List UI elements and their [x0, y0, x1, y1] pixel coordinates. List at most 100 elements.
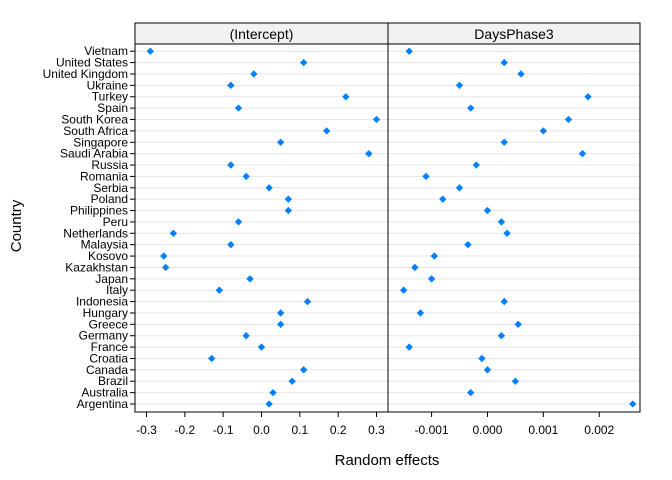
data-point	[500, 58, 508, 67]
country-label: France	[91, 340, 129, 354]
data-point	[265, 184, 273, 192]
country-label: Ukraine	[87, 78, 129, 92]
country-label: Peru	[103, 215, 128, 229]
data-point	[514, 320, 522, 329]
country-label: South Korea	[61, 113, 128, 127]
data-point	[161, 263, 170, 272]
data-point	[439, 195, 447, 203]
data-point	[276, 309, 285, 317]
data-point	[467, 104, 475, 112]
data-point	[169, 229, 178, 237]
x-tick-label: 0.000	[472, 423, 502, 437]
data-point	[276, 320, 285, 329]
country-label: Hungary	[83, 306, 128, 320]
data-point	[511, 377, 520, 385]
country-label: Italy	[106, 283, 128, 297]
data-point	[455, 184, 464, 192]
data-point	[472, 161, 480, 169]
country-label: Poland	[91, 192, 128, 206]
data-point	[455, 81, 464, 90]
country-label: Argentina	[77, 397, 129, 411]
data-point	[227, 241, 235, 249]
data-point	[299, 366, 308, 374]
data-point	[242, 332, 250, 340]
data-point	[299, 58, 308, 67]
country-label: Singapore	[73, 135, 128, 149]
x-tick-label: 0.002	[584, 423, 614, 437]
x-tick-label: 0.1	[291, 423, 308, 437]
x-tick-label: 0.0	[253, 423, 270, 437]
country-label: Turkey	[92, 90, 128, 104]
data-point	[342, 93, 350, 101]
panel-border	[387, 43, 641, 413]
country-label: Greece	[89, 317, 129, 331]
data-point	[422, 172, 430, 181]
data-point	[234, 218, 243, 226]
country-label: Brazil	[98, 374, 128, 388]
country-label: Romania	[80, 169, 128, 183]
data-point	[322, 127, 331, 135]
data-point	[430, 252, 439, 260]
data-point	[497, 332, 506, 340]
panel-1: (Intercept) -0.3 -0.2 -0.1 0.0 0.1 0.2 0.3	[134, 22, 389, 437]
country-label: Croatia	[89, 351, 128, 365]
country-label: Japan	[95, 272, 128, 286]
data-point	[478, 354, 486, 363]
data-point	[564, 115, 573, 124]
panel-border	[134, 43, 389, 413]
data-point	[160, 252, 168, 260]
strip-label: (Intercept)	[230, 26, 294, 42]
x-tick-label: 0.2	[330, 423, 347, 437]
country-label: Philippines	[70, 204, 128, 218]
data-point	[207, 354, 216, 363]
data-point	[483, 206, 492, 215]
country-label: Vietnam	[84, 44, 128, 58]
country-label: United Kingdom	[43, 67, 128, 81]
country-label: Kosovo	[88, 249, 128, 263]
data-point	[250, 70, 258, 78]
data-point	[500, 138, 508, 146]
data-point	[497, 218, 506, 226]
country-label: Russia	[91, 158, 128, 172]
data-point	[416, 309, 425, 317]
x-tick-label: 0.3	[368, 423, 385, 437]
strip-label: DaysPhase3	[474, 26, 554, 42]
country-tick-labels: ArgentinaAustraliaBrazilCanadaCroatiaFra…	[43, 44, 135, 411]
data-point	[215, 286, 224, 294]
panel-2: DaysPhase3 -0.001 0.000 0.001 0.002	[387, 22, 641, 437]
data-point	[464, 241, 472, 249]
data-point	[629, 400, 637, 408]
data-point	[265, 400, 273, 408]
y-axis-title: Country	[8, 199, 25, 252]
country-label: Australia	[81, 386, 128, 400]
country-label: United States	[56, 56, 128, 70]
data-point	[503, 229, 511, 237]
x-tick-label: -0.001	[415, 423, 449, 437]
data-point	[500, 297, 508, 306]
data-point	[288, 377, 296, 385]
data-point	[234, 104, 243, 112]
x-tick-label: -0.2	[174, 423, 195, 437]
country-label: Netherlands	[63, 226, 128, 240]
data-point	[227, 81, 235, 90]
data-point	[399, 286, 408, 294]
x-tick-label: 0.001	[528, 423, 558, 437]
data-point	[303, 297, 312, 306]
country-label: Kazakhstan	[65, 260, 128, 274]
data-point	[284, 195, 293, 203]
data-point	[146, 47, 155, 55]
data-point	[411, 263, 419, 272]
country-label: Germany	[79, 329, 128, 343]
data-point	[276, 138, 285, 146]
data-point	[246, 275, 254, 283]
data-point	[427, 275, 436, 283]
data-point	[405, 47, 413, 55]
data-point	[284, 206, 293, 215]
data-point	[517, 70, 525, 78]
country-label: Malaysia	[81, 238, 129, 252]
x-tick-label: -0.1	[213, 423, 234, 437]
data-point	[257, 343, 266, 351]
data-point	[365, 149, 373, 158]
country-label: Indonesia	[76, 295, 128, 309]
data-point	[578, 149, 587, 158]
